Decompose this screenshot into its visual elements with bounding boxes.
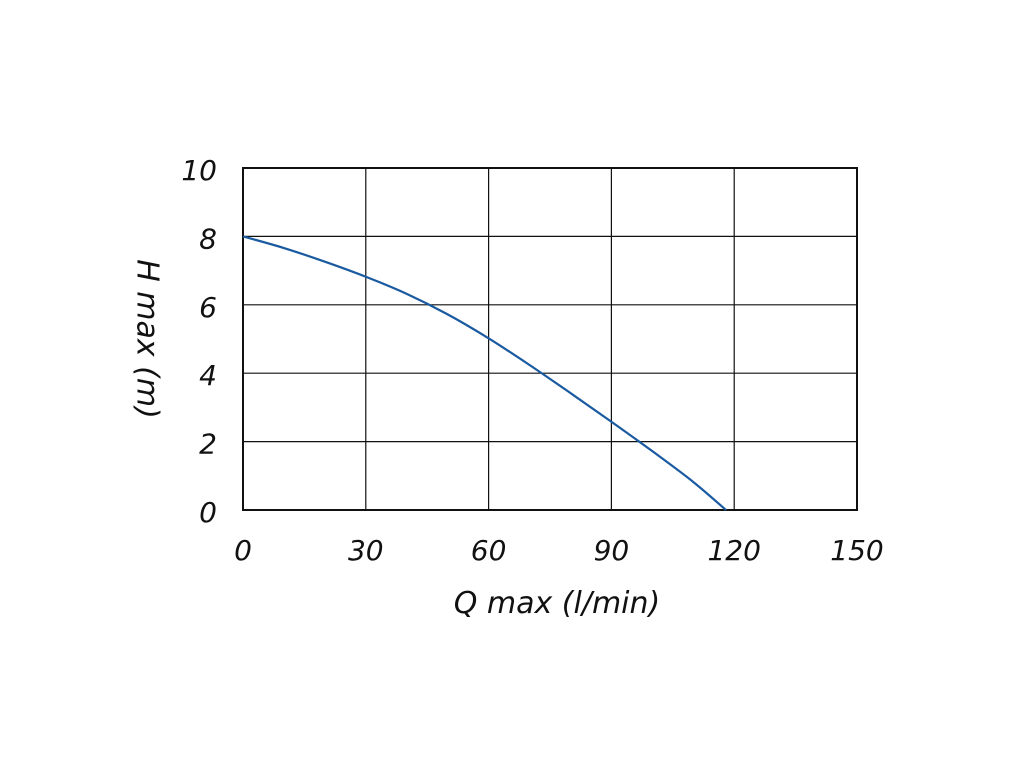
x-tick-label: 30 (348, 534, 384, 567)
series-line-0 (242, 235, 727, 511)
grid (242, 167, 858, 511)
x-tick-label: 90 (594, 534, 630, 567)
series-layer (242, 235, 727, 511)
x-tick-label: 0 (234, 534, 252, 567)
y-tick-label: 0 (199, 496, 217, 529)
x-tick-label: 60 (471, 534, 507, 567)
y-axis-title: H max (m) (130, 259, 165, 419)
x-tick-labels: 0 30 60 90 120 150 (234, 534, 884, 567)
x-tick-label: 120 (707, 534, 760, 567)
y-tick-label: 4 (199, 359, 217, 392)
y-tick-label: 10 (181, 154, 217, 187)
x-axis-title: Q max (l/min) (454, 586, 660, 621)
y-tick-label: 2 (199, 428, 217, 461)
y-tick-label: 8 (199, 222, 217, 255)
plot-frame (242, 167, 858, 511)
x-tick-label: 150 (830, 534, 883, 567)
y-tick-labels: 0 2 4 6 8 10 (181, 154, 217, 529)
y-tick-label: 6 (199, 291, 217, 324)
